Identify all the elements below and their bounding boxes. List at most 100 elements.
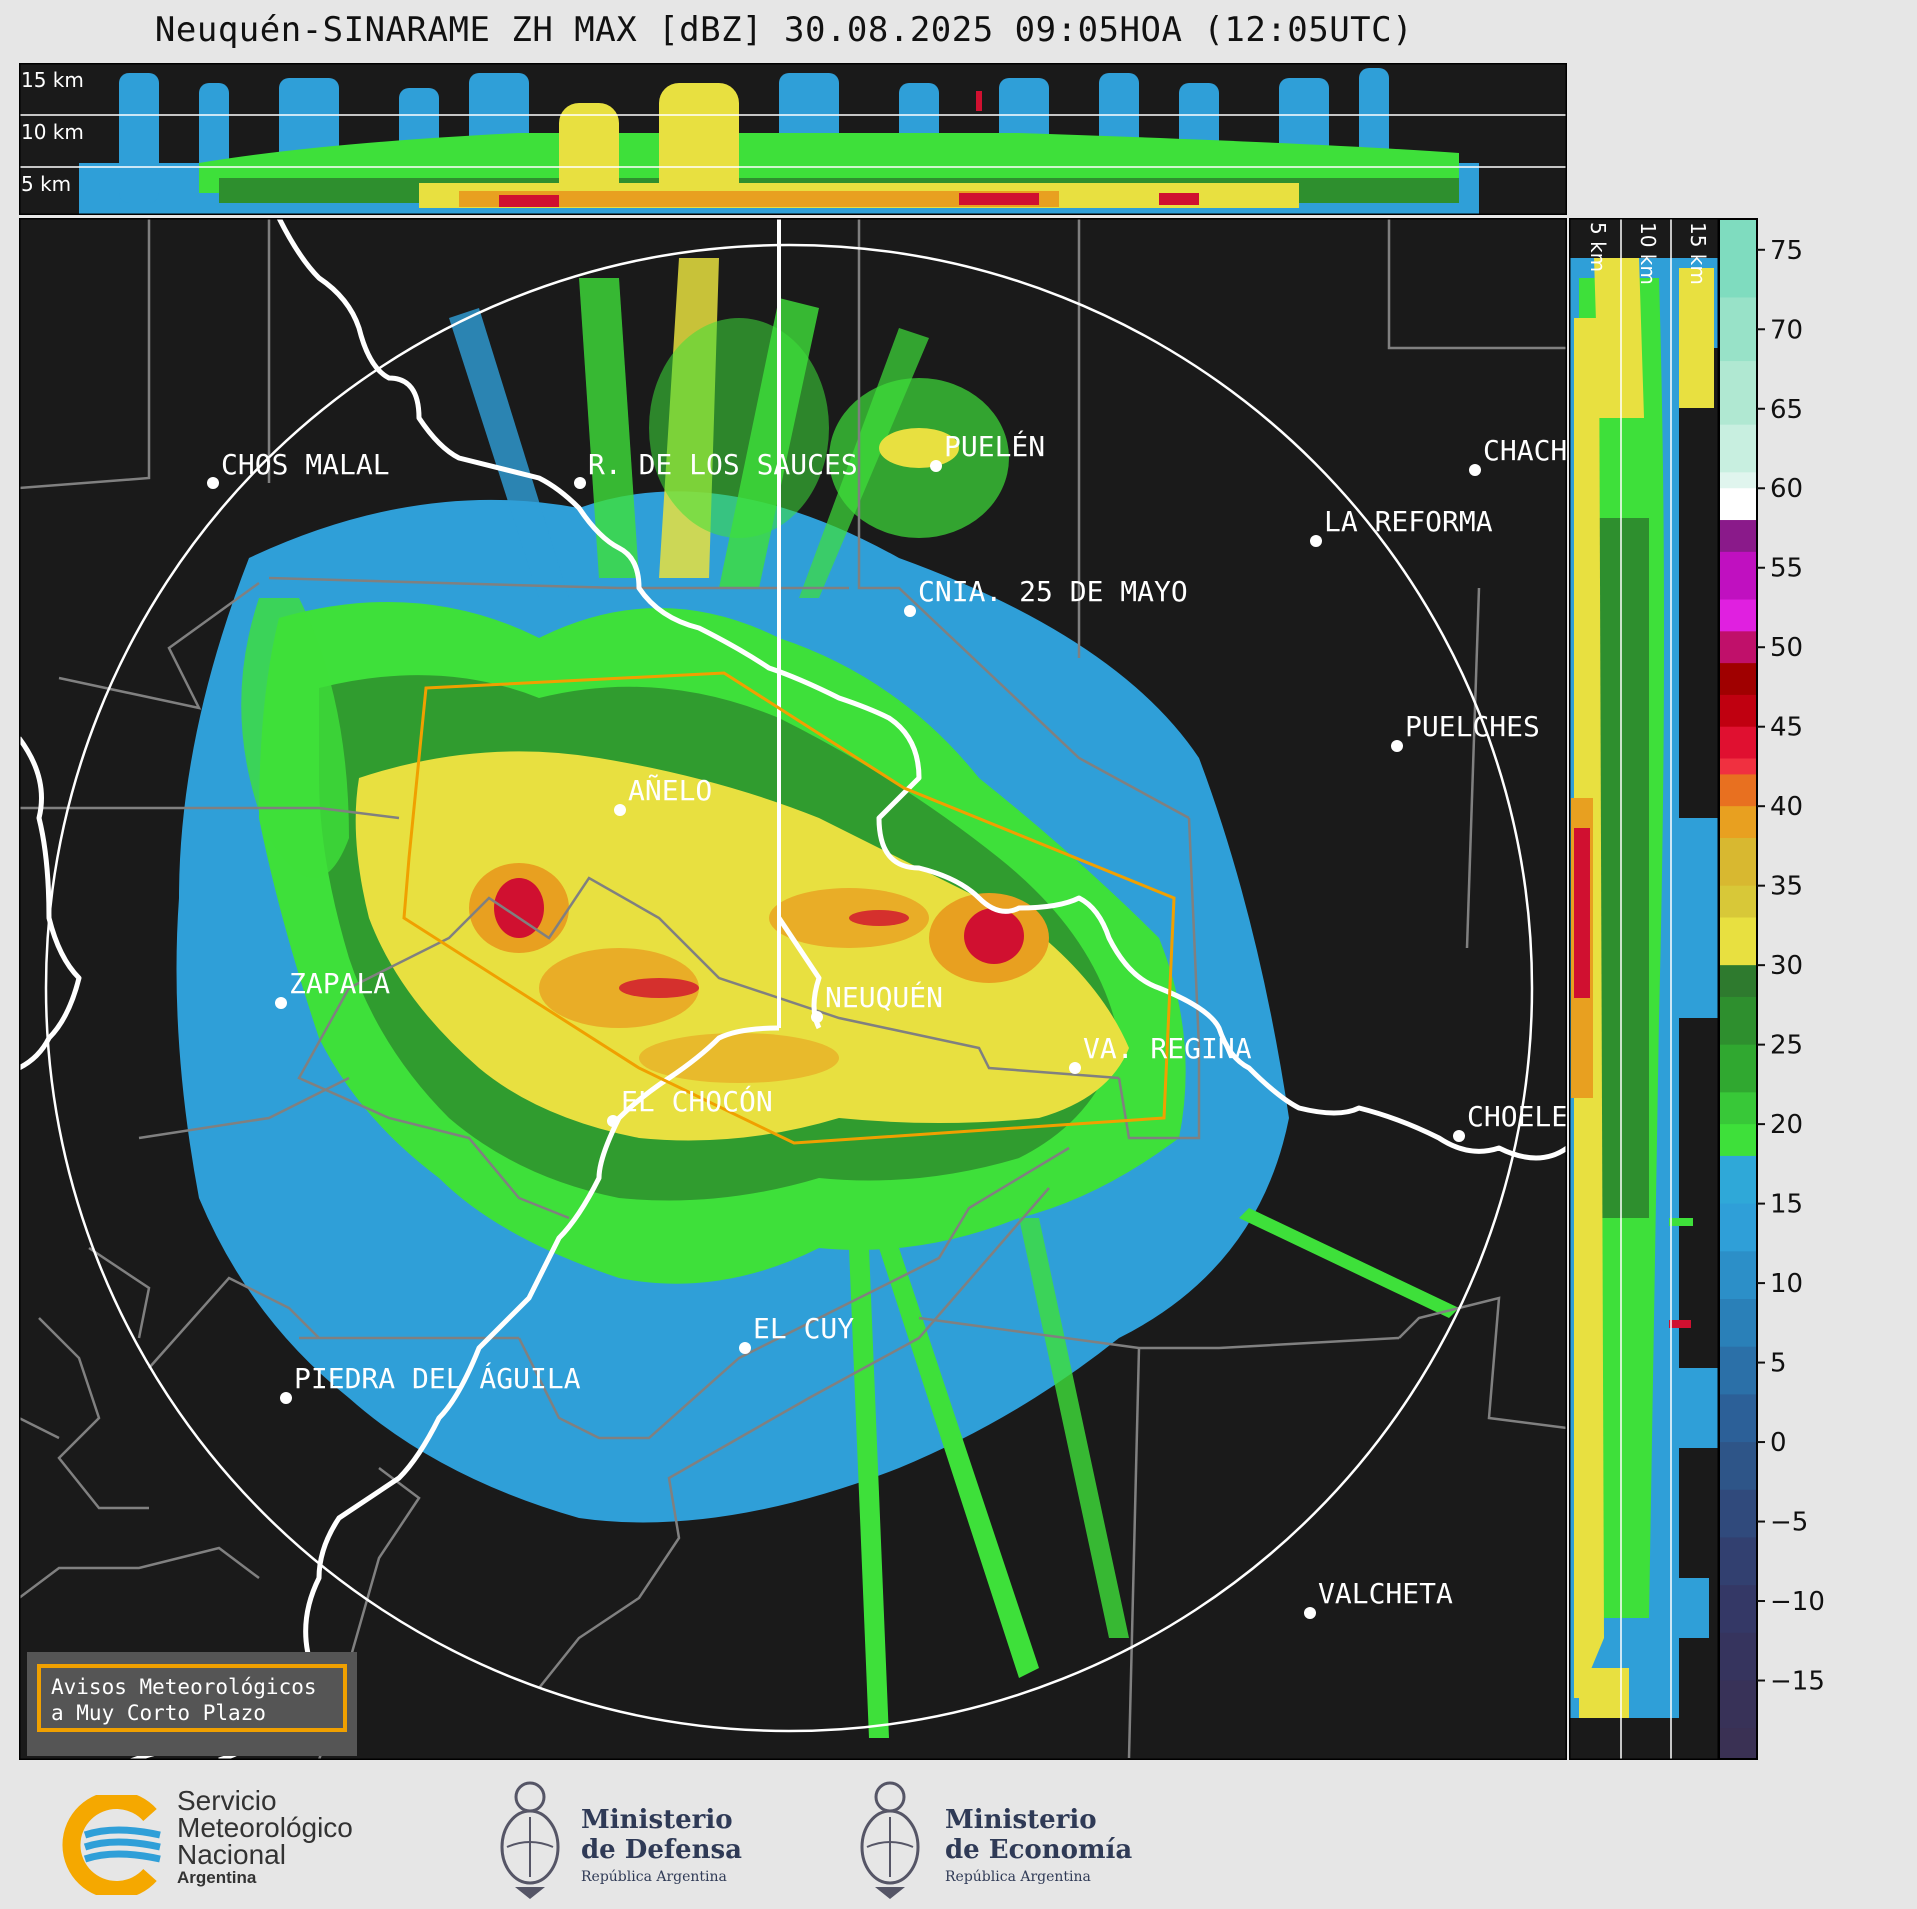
- colorbar-tick-label: −10: [1770, 1587, 1825, 1617]
- colorbar-tick-label: 0: [1770, 1428, 1787, 1458]
- colorbar-tick-label: 65: [1770, 395, 1803, 425]
- colorbar-band: [1719, 218, 1757, 298]
- city-chachari: CHACH: [1469, 434, 1567, 476]
- colorbar-band: [1719, 1346, 1757, 1395]
- colorbar-tick-label: −5: [1770, 1508, 1808, 1538]
- height-label-15km: 15 km: [21, 68, 84, 92]
- colorbar-band: [1719, 1728, 1757, 1760]
- colorbar-band: [1719, 663, 1757, 696]
- svg-text:CHOELE: CHOELE: [1467, 1100, 1567, 1133]
- colorbar-tick-label: 20: [1770, 1110, 1803, 1140]
- svg-text:PUELCHES: PUELCHES: [1405, 710, 1540, 743]
- colorbar-band: [1719, 631, 1757, 664]
- warning-legend-line2: a Muy Corto Plazo: [51, 1701, 266, 1725]
- economia-line1: Ministerio: [945, 1805, 1097, 1835]
- smn-emblem-icon: [62, 1795, 161, 1895]
- svg-text:PUELÉN: PUELÉN: [944, 429, 1045, 463]
- colorbar-tick-label: 55: [1770, 554, 1803, 584]
- colorbar-band: [1719, 472, 1757, 489]
- colorbar-band: [1719, 1394, 1757, 1443]
- economia-logo: Ministerio de Economía República Argenti…: [855, 1777, 1135, 1902]
- colorbar-band: [1719, 1203, 1757, 1252]
- smn-line3: Nacional: [177, 1839, 286, 1870]
- colorbar-tick-label: 45: [1770, 713, 1803, 743]
- city-colonia-25-de-mayo: CNIA. 25 DE MAYO: [904, 575, 1188, 617]
- city-piedra-del-aguila: PIEDRA DEL ÁGUILA: [280, 1361, 581, 1404]
- city-el-chocon: EL CHOCÓN: [607, 1084, 773, 1127]
- defensa-line1: Ministerio: [581, 1805, 733, 1835]
- page-title: Neuquén-SINARAME ZH MAX [dBZ] 30.08.2025…: [154, 10, 1414, 50]
- city-chos-malal: CHOS MALAL: [207, 448, 390, 489]
- colorbar-band: [1719, 599, 1757, 632]
- right-height-label-5km: 5 km: [1586, 222, 1610, 272]
- colorbar-band: [1719, 726, 1757, 759]
- svg-text:CNIA. 25 DE MAYO: CNIA. 25 DE MAYO: [918, 575, 1188, 608]
- city-puelen: PUELÉN: [930, 429, 1045, 472]
- city-valcheta: VALCHETA: [1304, 1577, 1453, 1619]
- colorbar-band: [1719, 1680, 1757, 1729]
- colorbar-band: [1719, 1537, 1757, 1586]
- colorbar-tick-label: 40: [1770, 792, 1803, 822]
- economia-line3: República Argentina: [945, 1869, 1091, 1885]
- height-label-10km: 10 km: [21, 120, 84, 144]
- city-puelches: PUELCHES: [1391, 710, 1540, 752]
- colorbar-tick-label: 30: [1770, 951, 1803, 981]
- city-choele-choel: CHOELE: [1453, 1100, 1567, 1142]
- colorbar-band: [1719, 297, 1757, 362]
- colorbar-band: [1719, 1298, 1757, 1348]
- svg-text:PIEDRA DEL ÁGUILA: PIEDRA DEL ÁGUILA: [294, 1361, 581, 1395]
- colorbar-band: [1719, 1092, 1757, 1125]
- colorbar-band: [1719, 520, 1757, 553]
- colorbar-band: [1719, 837, 1757, 887]
- colorbar-band: [1719, 806, 1757, 839]
- top-section-echoes: [79, 68, 1479, 215]
- colorbar-band: [1719, 488, 1757, 521]
- colorbar-band: [1719, 1124, 1757, 1157]
- city-rincon-de-los-sauces: R. DE LOS SAUCES: [574, 448, 858, 489]
- colorbar-tick-label: 15: [1770, 1190, 1803, 1220]
- defensa-line2: de Defensa: [581, 1835, 742, 1865]
- colorbar-band: [1719, 694, 1757, 728]
- colorbar-band: [1719, 424, 1757, 473]
- colorbar-band: [1719, 1632, 1757, 1682]
- svg-text:CHACH: CHACH: [1483, 434, 1567, 467]
- colorbar-tick-label: 60: [1770, 474, 1803, 504]
- colorbar-band: [1719, 1442, 1757, 1491]
- city-markers: CHOS MALAL R. DE LOS SAUCES PUELÉN CHACH…: [207, 429, 1567, 1619]
- colorbar-band: [1719, 1155, 1757, 1205]
- smn-line2: Meteorológico: [177, 1812, 353, 1843]
- colorbar-band: [1719, 774, 1757, 807]
- colorbar-band: [1719, 1585, 1757, 1634]
- warning-legend-frame: Avisos Meteorológicos a Muy Corto Plazo: [37, 1664, 347, 1732]
- colorbar-tick-label: 70: [1770, 315, 1803, 345]
- range-ring: [44, 243, 1534, 1733]
- top-cross-section: 15 km 10 km 5 km: [19, 63, 1567, 215]
- colorbar-tick-label: 10: [1770, 1269, 1803, 1299]
- svg-text:CHOS MALAL: CHOS MALAL: [221, 448, 390, 481]
- coat-of-arms-icon: [860, 1781, 920, 1899]
- svg-text:ZAPALA: ZAPALA: [289, 967, 390, 1000]
- smn-line1: Servicio: [177, 1785, 277, 1816]
- footer-logos: Servicio Meteorológico Nacional Argentin…: [0, 1765, 1917, 1909]
- city-la-reforma: LA REFORMA: [1310, 505, 1493, 547]
- colorbar-tick-label: 35: [1770, 872, 1803, 902]
- city-el-cuy: EL CUY: [739, 1312, 854, 1354]
- province-borders: [19, 218, 1567, 1760]
- warning-polygon: [402, 671, 1176, 1145]
- colorbar-tick-label: 5: [1770, 1349, 1787, 1379]
- city-villa-regina: VA. REGINA: [1069, 1032, 1252, 1074]
- svg-text:LA REFORMA: LA REFORMA: [1324, 505, 1493, 538]
- department-borders: [19, 218, 1567, 1760]
- right-cross-section: 5 km 10 km 15 km: [1569, 218, 1719, 1760]
- economia-line2: de Economía: [945, 1835, 1133, 1865]
- warning-legend-line1: Avisos Meteorológicos: [51, 1675, 317, 1699]
- right-section-echoes: [1569, 258, 1719, 1718]
- svg-text:NEUQUÉN: NEUQUÉN: [825, 980, 943, 1014]
- colorbar-band: [1719, 1251, 1757, 1300]
- city-anelo: AÑELO: [614, 773, 712, 816]
- right-height-label-15km: 15 km: [1686, 222, 1710, 285]
- colorbar-tick-label: −15: [1770, 1667, 1825, 1697]
- svg-text:VA. REGINA: VA. REGINA: [1083, 1032, 1252, 1065]
